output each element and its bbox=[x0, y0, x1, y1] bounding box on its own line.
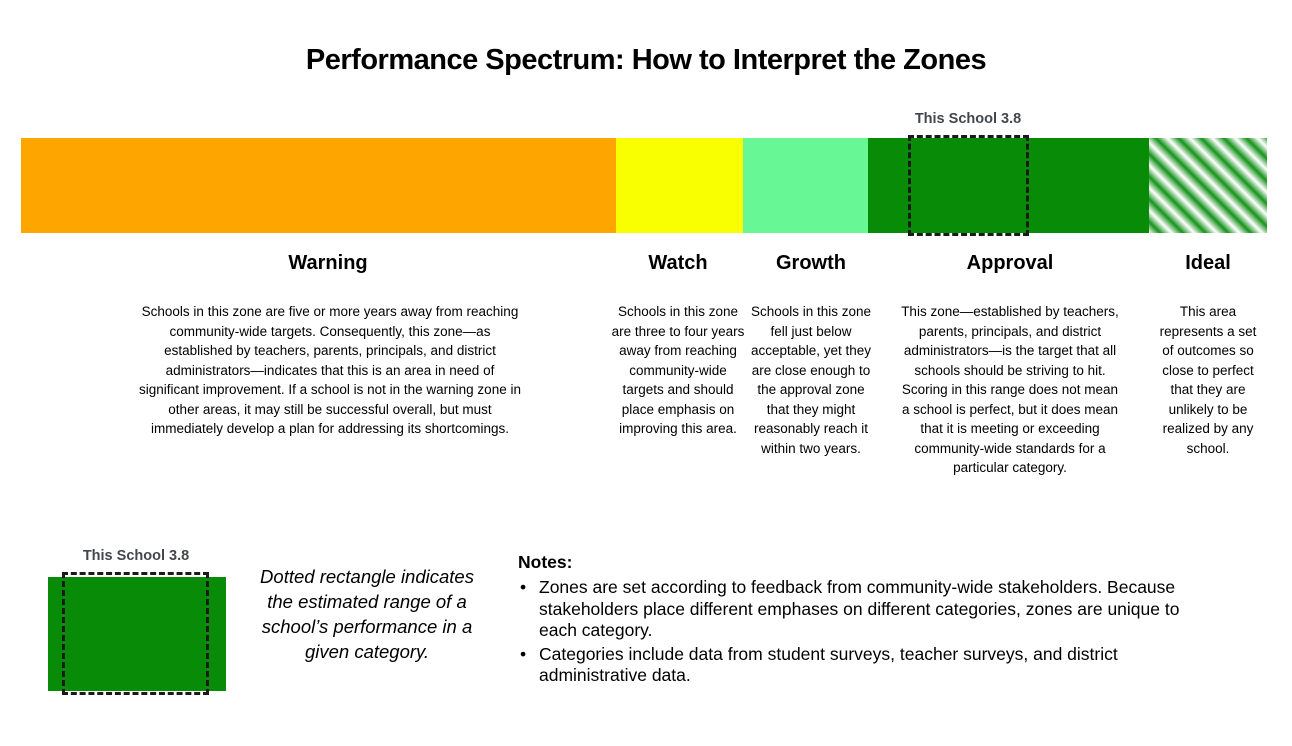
zone-segment-watch bbox=[616, 138, 743, 233]
school-score-marker bbox=[908, 135, 1029, 236]
zone-description-growth: Schools in this zone fell just below acc… bbox=[750, 304, 872, 456]
bullet-icon: • bbox=[520, 577, 527, 597]
legend-school-score-label: This School 3.8 bbox=[82, 548, 190, 564]
bullet-icon: • bbox=[520, 643, 527, 664]
notes-heading: Notes: bbox=[518, 552, 573, 572]
legend-score-marker bbox=[62, 572, 209, 695]
zone-segment-approval bbox=[868, 138, 1149, 233]
zone-description-watch: Schools in this zone are three to four y… bbox=[611, 304, 745, 436]
zone-label-ideal: Ideal bbox=[1185, 252, 1231, 274]
spectrum-bar bbox=[21, 138, 1267, 233]
note-text: Zones are set according to feedback from… bbox=[539, 577, 1180, 640]
zone-label-approval: Approval bbox=[966, 252, 1054, 274]
school-score-label: This School 3.8 bbox=[914, 111, 1022, 127]
note-item: • Categories include data from student s… bbox=[518, 644, 1208, 687]
zone-label-watch: Watch bbox=[648, 252, 708, 274]
zone-description-warning: Schools in this zone are five or more ye… bbox=[139, 304, 521, 436]
zone-label-growth: Growth bbox=[776, 252, 846, 274]
note-item: • Zones are set according to feedback fr… bbox=[518, 577, 1208, 642]
zone-label-warning: Warning bbox=[288, 252, 368, 274]
zone-segment-ideal bbox=[1149, 138, 1267, 233]
zone-segment-growth bbox=[743, 138, 868, 233]
zone-segment-warning bbox=[21, 138, 616, 233]
legend-caption: Dotted rectangle indicates the estimated… bbox=[260, 566, 474, 662]
zone-description-approval: This zone—established by teachers, paren… bbox=[901, 304, 1119, 475]
note-text: Categories include data from student sur… bbox=[539, 643, 1118, 686]
zone-description-ideal: This area represents a set of outcomes s… bbox=[1159, 304, 1257, 456]
notes-section: Notes: • Zones are set according to feed… bbox=[518, 552, 1208, 689]
legend-zone-swatch bbox=[48, 577, 226, 691]
page-title: Performance Spectrum: How to Interpret t… bbox=[305, 44, 987, 76]
